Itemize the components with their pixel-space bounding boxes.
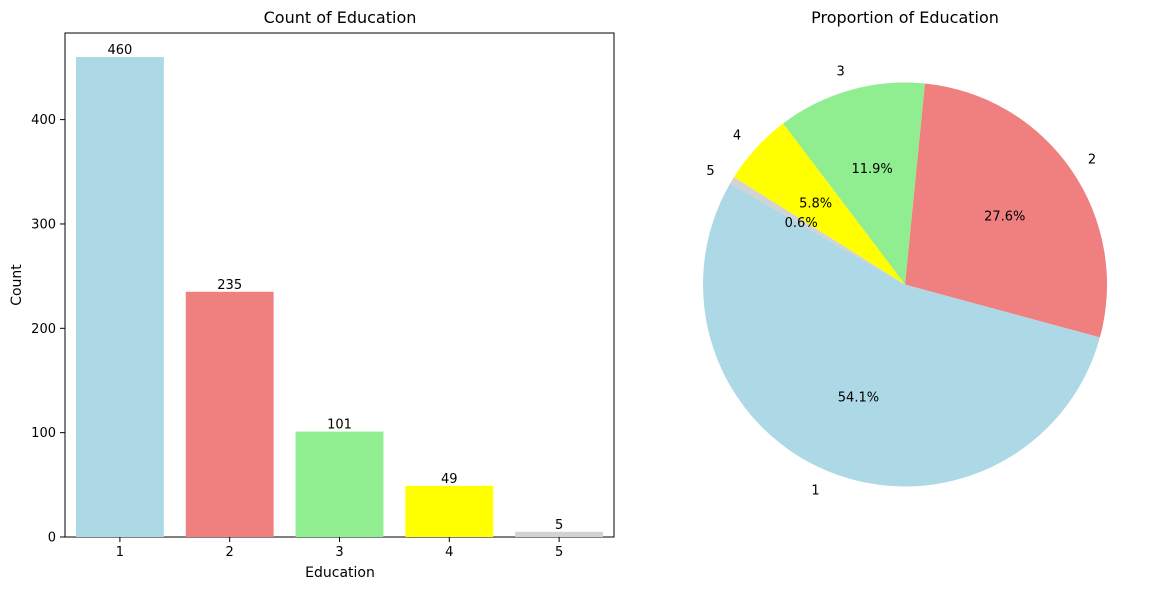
y-tick-label: 400 <box>31 113 56 128</box>
y-tick-label: 100 <box>31 426 56 441</box>
bar-value-label: 101 <box>327 418 352 433</box>
x-tick-label: 4 <box>445 545 453 560</box>
pie-category-label: 5 <box>706 164 714 179</box>
bar-1 <box>75 57 164 537</box>
pie-slice-3 <box>783 82 925 285</box>
pie-category-label: 4 <box>733 128 741 143</box>
x-tick-label: 2 <box>226 545 234 560</box>
bar-y-axis-label: Count <box>9 264 25 306</box>
pie-percent-label: 54.1% <box>838 390 879 405</box>
bar-4 <box>405 485 494 537</box>
x-tick-label: 5 <box>555 545 563 560</box>
bar-5 <box>515 531 604 537</box>
x-tick-label: 1 <box>116 545 124 560</box>
bar-value-label: 49 <box>441 472 458 487</box>
bar-value-label: 235 <box>217 278 242 293</box>
bar-2 <box>185 291 274 537</box>
pie-percent-label: 11.9% <box>851 162 892 177</box>
bar-series <box>75 57 604 537</box>
y-tick-label: 200 <box>31 322 56 337</box>
pie-category-label: 3 <box>836 65 844 80</box>
pie-percent-label: 5.8% <box>799 197 832 212</box>
pie-category-label: 2 <box>1088 152 1096 167</box>
pie-category-labels: 1 2 3 4 5 <box>706 65 1096 499</box>
bar-y-ticks: 0 100 200 300 400 <box>31 113 65 546</box>
pie-slice-1 <box>703 183 1100 487</box>
bar-x-ticks: 1 2 3 4 5 <box>116 537 563 560</box>
pie-percent-labels: 54.1% 27.6% 11.9% 5.8% 0.6% <box>785 162 1026 406</box>
pie-category-label: 1 <box>811 484 819 499</box>
pie-slice-2 <box>905 83 1107 338</box>
bar-value-label: 460 <box>107 43 132 58</box>
bar-x-axis-label: Education <box>305 565 375 581</box>
bar-value-labels: 460 235 101 49 5 <box>107 43 563 533</box>
bar-3 <box>295 431 384 537</box>
bar-chart-title: Count of Education <box>264 8 417 27</box>
pie-chart-title: Proportion of Education <box>811 8 999 27</box>
x-tick-label: 3 <box>335 545 343 560</box>
pie-percent-label: 27.6% <box>984 210 1025 225</box>
pie-percent-label: 0.6% <box>785 216 818 231</box>
pie-chart: Proportion of Education 1 2 3 4 5 54.1% 27.6%… <box>703 8 1107 499</box>
y-tick-label: 300 <box>31 217 56 232</box>
y-tick-label: 0 <box>48 531 56 546</box>
bar-value-label: 5 <box>555 518 563 533</box>
pie-slice-4 <box>733 123 905 285</box>
bar-chart: Count of Education 0 100 200 300 400 1 2 3 4 5 4… <box>9 8 615 581</box>
pie-slices <box>703 82 1107 487</box>
pie-slice-5 <box>730 177 905 285</box>
